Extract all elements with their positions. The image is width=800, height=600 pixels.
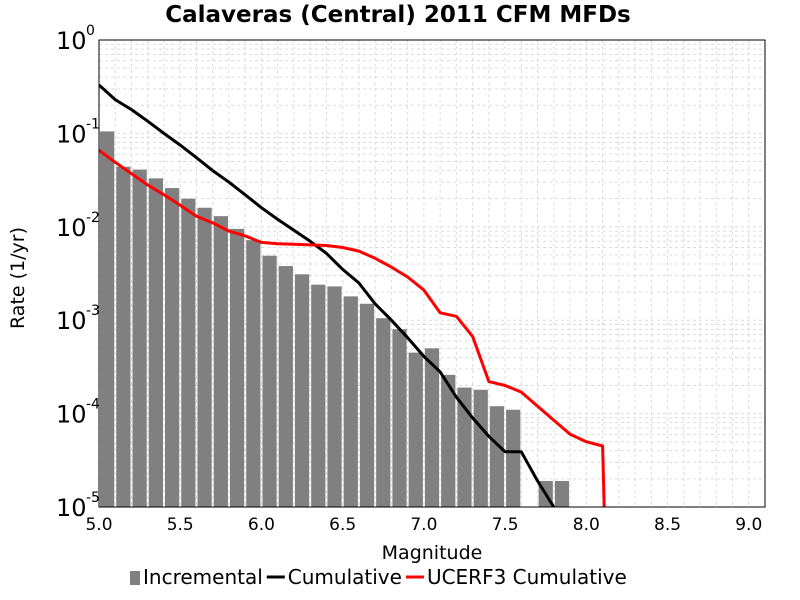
x-tick-label: 6.5 (329, 515, 356, 535)
y-tick-exponent: -5 (86, 490, 100, 506)
y-tick-label: 10 (56, 401, 87, 429)
incremental-bar (132, 169, 147, 508)
incremental-bar (554, 480, 570, 507)
x-tick-label: 7.5 (492, 515, 519, 535)
legend-label: UCERF3 Cumulative (427, 565, 627, 589)
y-tick-label: 10 (56, 307, 87, 335)
y-tick-label: 10 (56, 494, 87, 522)
x-axis-label: Magnitude (382, 542, 483, 564)
incremental-bar (229, 228, 245, 507)
plot-frame (98, 39, 766, 508)
x-tick-label: 5.0 (85, 515, 112, 535)
incremental-bar (311, 284, 326, 507)
incremental-bar (506, 409, 521, 507)
incremental-bar (441, 374, 456, 507)
incremental-bar (213, 216, 228, 507)
y-tick-exponent: -2 (86, 210, 100, 226)
y-tick-exponent: 0 (86, 23, 95, 39)
y-tick-label: 10 (56, 120, 87, 148)
y-tick-label: 10 (56, 214, 87, 242)
incremental-bar (100, 131, 115, 508)
incremental-bar (181, 198, 196, 508)
incremental-bar (327, 286, 342, 507)
y-tick-label: 10 (56, 27, 87, 55)
incremental-bar (376, 318, 391, 507)
incremental-bar (278, 266, 293, 507)
x-tick-label: 8.5 (654, 515, 681, 535)
incremental-bar (359, 303, 375, 507)
y-tick-exponent: -1 (86, 116, 100, 132)
y-tick-exponent: -4 (86, 397, 100, 413)
incremental-bar (392, 329, 407, 507)
x-tick-label: 8.0 (573, 515, 600, 535)
incremental-bar (164, 188, 180, 507)
incremental-bar (489, 406, 505, 507)
incremental-bar (262, 255, 277, 507)
incremental-bar (116, 166, 131, 507)
incremental-bar (473, 389, 488, 507)
x-tick-label: 9.0 (735, 515, 762, 535)
x-tick-label: 5.5 (167, 515, 194, 535)
cumulative-lines (99, 83, 606, 507)
x-tick-label: 6.0 (248, 515, 275, 535)
legend-label: Cumulative (288, 565, 402, 589)
incremental-bar (246, 240, 261, 508)
incremental-bar (343, 296, 358, 507)
incremental-bar (408, 352, 423, 507)
legend-swatch-bar (130, 571, 140, 585)
incremental-bar (424, 348, 440, 507)
cumulative-line (99, 83, 556, 507)
ucerf3-cumulative-line (99, 149, 606, 507)
x-axis-ticks: 5.0 5.5 6.0 6.5 7.0 7.5 8.0 8.5 9.0 (85, 515, 762, 535)
legend-label: Incremental (143, 565, 263, 589)
y-axis-label: Rate (1/yr) (7, 227, 29, 329)
x-tick-label: 7.0 (410, 515, 437, 535)
incremental-bar (197, 207, 212, 507)
chart-title: Calaveras (Central) 2011 CFM MFDs (165, 2, 630, 28)
incremental-bar (148, 178, 163, 508)
incremental-bar (294, 274, 310, 507)
incremental-bars (100, 131, 570, 508)
incremental-bar (457, 387, 472, 507)
y-tick-exponent: -3 (86, 303, 100, 319)
legend: Incremental Cumulative UCERF3 Cumulative (130, 565, 627, 589)
